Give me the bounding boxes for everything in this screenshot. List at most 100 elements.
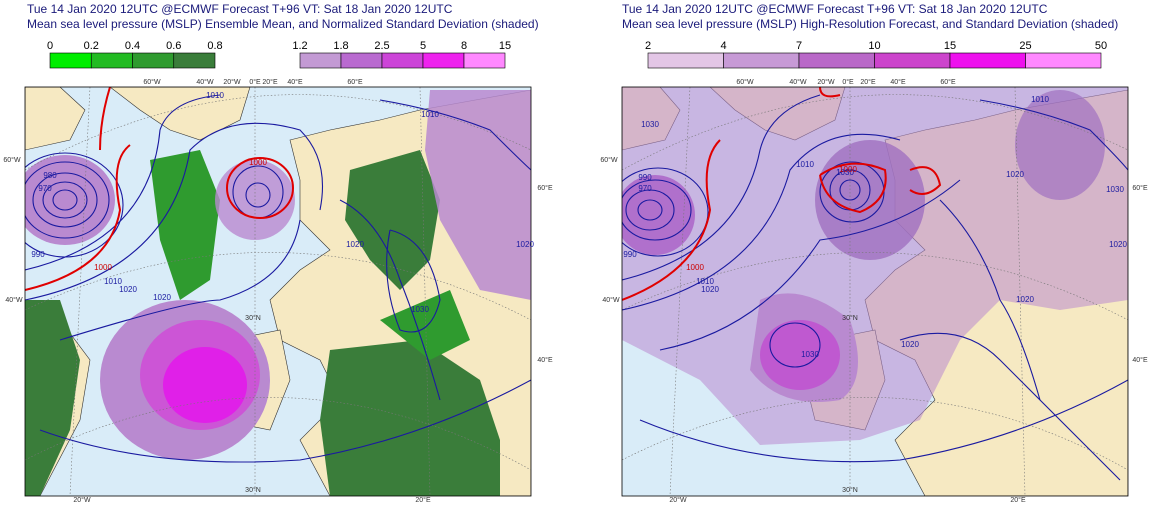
colorbar-segment [647, 52, 724, 69]
colorbar-segment [874, 52, 951, 69]
graticule-label: 20°W [223, 78, 241, 86]
graticule-label: 60°W [143, 78, 161, 86]
colorbar-segment [49, 52, 92, 69]
isobar-label: 980 [43, 171, 57, 180]
graticule-label: 0°E [842, 78, 854, 86]
isobar-label: 1030 [801, 350, 819, 359]
isobar-label: 1020 [346, 240, 364, 249]
colorbar-label: 0.4 [125, 40, 140, 52]
isobar-label: 1030 [411, 305, 429, 314]
map-right [622, 87, 1128, 496]
graticule-label: 40°W [602, 296, 620, 304]
isobar-label: 1010 [104, 277, 122, 286]
colorbar-segment [723, 52, 800, 69]
graticule-label: 60°W [600, 156, 618, 164]
isobar-label: 1010 [796, 160, 814, 169]
colorbar-segment [173, 52, 216, 69]
graticule-label: 60°E [537, 184, 553, 192]
graticule-label: 0°E [249, 78, 261, 86]
graticule-label: 60°E [940, 78, 956, 86]
colorbar-label: 0.8 [207, 40, 222, 52]
isobar-label: 1020 [516, 240, 534, 249]
isobar-label: 1030 [836, 168, 854, 177]
map-left [25, 87, 531, 496]
colorbar-label: 4 [720, 40, 726, 52]
colorbar-label: 15 [499, 40, 511, 52]
graticule-label: 20°E [415, 496, 431, 504]
title-line: Mean sea level pressure (MSLP) Ensemble … [27, 17, 539, 31]
graticule-label: 40°E [537, 356, 553, 364]
graticule-label: 20°E [1010, 496, 1026, 504]
title-line: Mean sea level pressure (MSLP) High-Reso… [622, 17, 1118, 31]
graticule-label: 20°E [860, 78, 876, 86]
colorbar-segment [1025, 52, 1102, 69]
colorbar-label: 1.8 [333, 40, 348, 52]
colorbar-segment [132, 52, 175, 69]
isobar-label: 1020 [701, 285, 719, 294]
colorbar-label: 0.2 [84, 40, 99, 52]
colorbar-label: 1.2 [292, 40, 307, 52]
colorbar-label: 50 [1095, 40, 1107, 52]
isobar-label: 1020 [1006, 170, 1024, 179]
graticule-label: 30°N [245, 486, 261, 494]
isobar-label: 990 [638, 173, 652, 182]
graticule-label: 60°E [1132, 184, 1148, 192]
colorbar-segment [949, 52, 1026, 69]
colorbar-label: 8 [461, 40, 467, 52]
isobar-label: 1020 [901, 340, 919, 349]
colorbar-label: 0 [47, 40, 53, 52]
graticule-label: 20°W [73, 496, 91, 504]
graticule-label: 40°W [5, 296, 23, 304]
colorbar-segment [798, 52, 875, 69]
graticule-label: 60°E [347, 78, 363, 86]
map-frame [24, 86, 532, 497]
isobar-label: 1010 [206, 91, 224, 100]
colorbar-label: 0.6 [166, 40, 181, 52]
colorbar-label: 5 [420, 40, 426, 52]
colorbar-label: 10 [868, 40, 880, 52]
colorbar-segment [463, 52, 506, 69]
graticule-label: 40°W [789, 78, 807, 86]
isobar-label: 1020 [1109, 240, 1127, 249]
isobar-label: 970 [38, 184, 52, 193]
isobar-label: 1020 [1016, 295, 1034, 304]
isobar-label: 1010 [1031, 95, 1049, 104]
isobar-label: 1020 [119, 285, 137, 294]
isobar-label: 1000 [94, 263, 112, 272]
colorbar-label: 7 [796, 40, 802, 52]
isobar-label: 1000 [839, 165, 857, 174]
title-line: Tue 14 Jan 2020 12UTC @ECMWF Forecast T+… [27, 2, 453, 16]
graticule-label: 40°E [287, 78, 303, 86]
graticule-label: 20°W [669, 496, 687, 504]
isobar-label: 1000 [249, 158, 267, 167]
graticule-label: 20°E [262, 78, 278, 86]
graticule-label: 60°W [3, 156, 21, 164]
colorbar-label: 25 [1019, 40, 1031, 52]
colorbar-label: 15 [944, 40, 956, 52]
isobar-label: 970 [638, 184, 652, 193]
colorbar-label: 2.5 [374, 40, 389, 52]
isobar-label: 1030 [641, 120, 659, 129]
map-frame [621, 86, 1129, 497]
colorbar-segment [340, 52, 383, 69]
graticule-label: 60°W [736, 78, 754, 86]
isobar-label: 990 [623, 250, 637, 259]
graticule-label: 30°N [245, 314, 261, 322]
isobar-label: 1000 [686, 263, 704, 272]
isobar-label: 1020 [153, 293, 171, 302]
isobar-label: 1010 [421, 110, 439, 119]
isobar-label: 1030 [1106, 185, 1124, 194]
colorbar-segment [90, 52, 133, 69]
title-line: Tue 14 Jan 2020 12UTC @ECMWF Forecast T+… [622, 2, 1048, 16]
colorbar-segment [422, 52, 465, 69]
isobar-label: 1010 [696, 277, 714, 286]
colorbar-segment [299, 52, 342, 69]
colorbar-segment [381, 52, 424, 69]
graticule-label: 20°W [817, 78, 835, 86]
graticule-label: 30°N [842, 486, 858, 494]
graticule-label: 40°E [1132, 356, 1148, 364]
graticule-label: 30°N [842, 314, 858, 322]
graticule-label: 40°W [196, 78, 214, 86]
colorbar-label: 2 [645, 40, 651, 52]
